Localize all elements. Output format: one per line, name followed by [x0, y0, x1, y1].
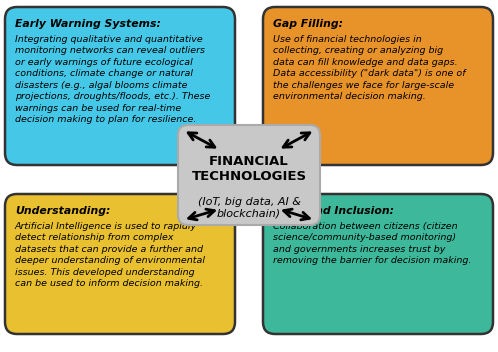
FancyBboxPatch shape: [263, 194, 493, 334]
FancyBboxPatch shape: [263, 7, 493, 165]
Text: Use of financial technologies in
collecting, creating or analyzing big
data can : Use of financial technologies in collect…: [273, 35, 466, 101]
FancyBboxPatch shape: [5, 7, 235, 165]
Text: Understanding:: Understanding:: [15, 206, 111, 216]
FancyBboxPatch shape: [178, 125, 320, 225]
Text: (IoT, big data, AI &
blockchain): (IoT, big data, AI & blockchain): [198, 197, 300, 219]
Text: Early Warning Systems:: Early Warning Systems:: [15, 19, 161, 29]
Text: Collaboration between citizens (citizen
science/community-based monitoring)
and : Collaboration between citizens (citizen …: [273, 222, 472, 265]
Text: FINANCIAL
TECHNOLOGIES: FINANCIAL TECHNOLOGIES: [191, 155, 307, 182]
Text: Trust and Inclusion:: Trust and Inclusion:: [273, 206, 394, 216]
Text: Artificial Intelligence is used to rapidly
detect relationship from complex
data: Artificial Intelligence is used to rapid…: [15, 222, 205, 288]
Text: Integrating qualitative and quantitative
monitoring networks can reveal outliers: Integrating qualitative and quantitative…: [15, 35, 210, 124]
FancyBboxPatch shape: [5, 194, 235, 334]
Text: Gap Filling:: Gap Filling:: [273, 19, 343, 29]
